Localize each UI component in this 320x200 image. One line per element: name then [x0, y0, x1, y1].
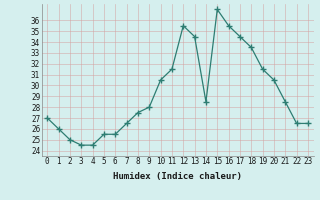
X-axis label: Humidex (Indice chaleur): Humidex (Indice chaleur): [113, 172, 242, 181]
